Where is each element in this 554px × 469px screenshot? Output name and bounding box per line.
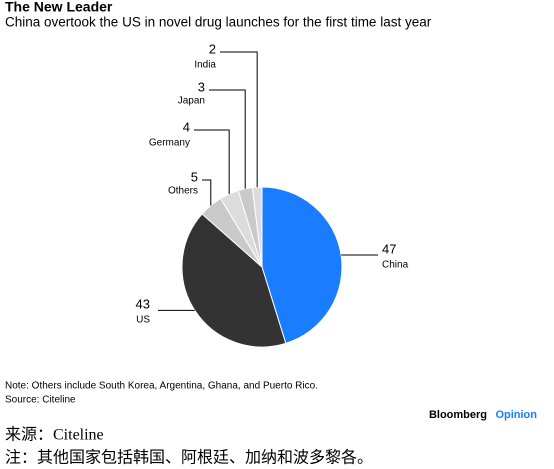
note-zh: 注：其他国家包括韩国、阿根廷、加纳和波多黎各。	[5, 449, 373, 467]
value-label: 4	[183, 119, 190, 134]
source: Source: Citeline	[5, 395, 76, 406]
category-label: India	[194, 60, 216, 71]
source-zh: 来源：Citeline	[5, 426, 104, 444]
category-label: Germany	[149, 138, 190, 149]
value-label: 3	[198, 79, 205, 94]
brand-section: Opinion	[495, 409, 537, 421]
value-label: 47	[382, 241, 396, 256]
category-label: Others	[168, 186, 198, 197]
leader-line	[202, 179, 212, 206]
value-label: 5	[191, 169, 198, 184]
leader-line	[209, 89, 246, 189]
note: Note: Others include South Korea, Argent…	[5, 381, 318, 392]
pie-slice	[261, 186, 343, 345]
brand: Bloomberg	[429, 409, 487, 421]
value-label: 43	[136, 296, 150, 311]
category-label: Japan	[178, 96, 205, 107]
chart-title: The New Leader	[5, 0, 113, 15]
chart-subtitle: China overtook the US in novel drug laun…	[5, 15, 432, 30]
category-label: China	[382, 260, 409, 271]
value-label: 2	[209, 41, 216, 56]
category-label: US	[136, 315, 150, 326]
leader-line	[194, 129, 230, 195]
leader-line	[220, 51, 258, 188]
